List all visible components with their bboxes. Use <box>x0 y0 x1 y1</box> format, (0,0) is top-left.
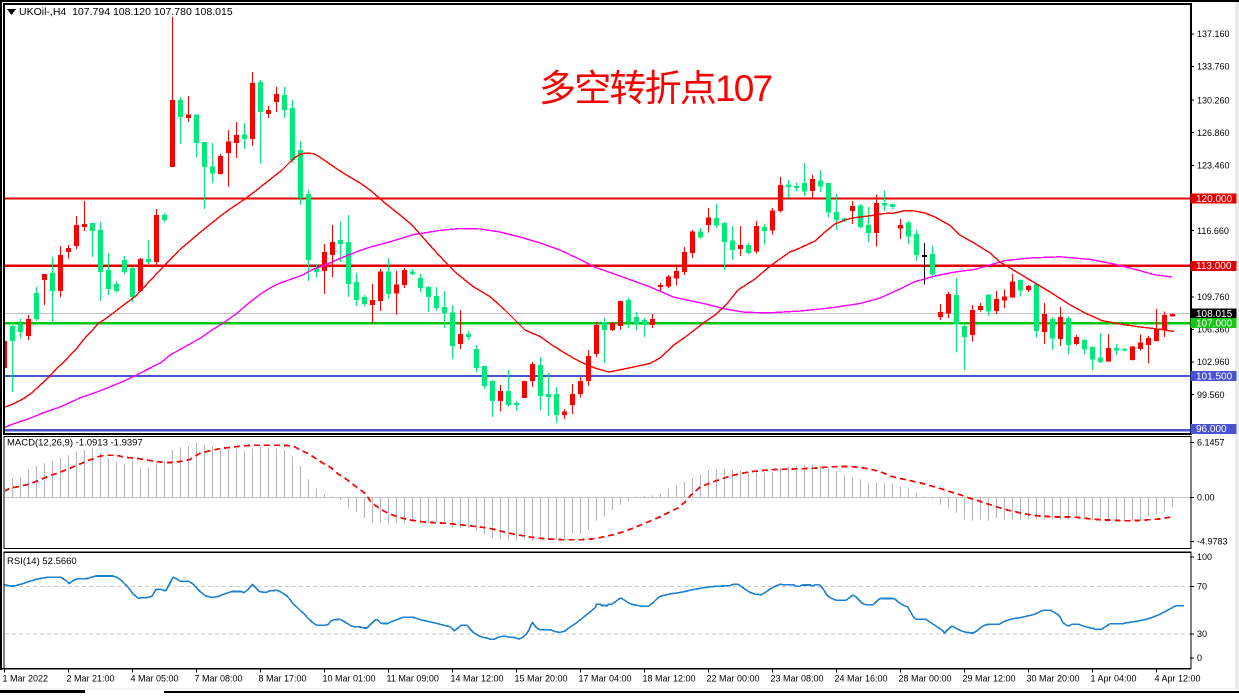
svg-text:130.260: 130.260 <box>1197 95 1230 105</box>
svg-text:30: 30 <box>1197 629 1207 639</box>
svg-text:4 Apr 12:00: 4 Apr 12:00 <box>1155 674 1201 684</box>
svg-text:0.00: 0.00 <box>1197 493 1215 503</box>
svg-text:1 Mar 2022: 1 Mar 2022 <box>3 674 49 684</box>
svg-text:113.000: 113.000 <box>1196 261 1232 272</box>
svg-text:120.000: 120.000 <box>1196 194 1233 205</box>
svg-text:11 Mar 09:00: 11 Mar 09:00 <box>387 674 439 684</box>
svg-text:133.760: 133.760 <box>1197 62 1230 72</box>
svg-text:102.960: 102.960 <box>1197 357 1230 367</box>
svg-text:多空转折点107: 多空转折点107 <box>539 68 772 109</box>
svg-text:100: 100 <box>1197 552 1212 562</box>
svg-text:70: 70 <box>1197 582 1207 592</box>
svg-text:7 Mar 08:00: 7 Mar 08:00 <box>195 674 243 684</box>
svg-text:22 Mar 00:00: 22 Mar 00:00 <box>707 674 760 684</box>
svg-text:6.1457: 6.1457 <box>1197 438 1225 448</box>
svg-text:2 Mar 21:00: 2 Mar 21:00 <box>67 674 115 684</box>
svg-text:10 Mar 01:00: 10 Mar 01:00 <box>323 674 376 684</box>
svg-text:1 Apr 04:00: 1 Apr 04:00 <box>1091 674 1137 684</box>
svg-text:RSI(14) 52.5660: RSI(14) 52.5660 <box>7 556 77 567</box>
svg-text:28 Mar 00:00: 28 Mar 00:00 <box>899 674 952 684</box>
svg-text:0: 0 <box>1197 653 1202 663</box>
svg-text:MACD(12,26,9) -1.0913 -1.9397: MACD(12,26,9) -1.0913 -1.9397 <box>7 438 143 449</box>
svg-text:-4.9783: -4.9783 <box>1197 537 1228 547</box>
svg-text:123.460: 123.460 <box>1197 161 1230 171</box>
svg-text:14 Mar 12:00: 14 Mar 12:00 <box>451 674 504 684</box>
svg-text:17 Mar 04:00: 17 Mar 04:00 <box>579 674 632 684</box>
svg-text:108.015: 108.015 <box>1196 309 1233 320</box>
svg-text:116.660: 116.660 <box>1197 226 1229 236</box>
svg-text:99.560: 99.560 <box>1197 390 1225 400</box>
svg-text:101.500: 101.500 <box>1196 371 1233 382</box>
svg-text:106.360: 106.360 <box>1197 325 1230 335</box>
svg-text:107.000: 107.000 <box>1196 319 1233 330</box>
svg-text:30 Mar 20:00: 30 Mar 20:00 <box>1027 674 1080 684</box>
svg-text:96.000: 96.000 <box>1196 424 1227 435</box>
svg-text:8 Mar 17:00: 8 Mar 17:00 <box>259 674 307 684</box>
svg-text:18 Mar 12:00: 18 Mar 12:00 <box>643 674 696 684</box>
svg-text:29 Mar 12:00: 29 Mar 12:00 <box>963 674 1016 684</box>
svg-text:126.860: 126.860 <box>1197 128 1230 138</box>
svg-text:24 Mar 16:00: 24 Mar 16:00 <box>835 674 888 684</box>
svg-text:4 Mar 05:00: 4 Mar 05:00 <box>131 674 179 684</box>
svg-text:109.760: 109.760 <box>1197 292 1230 302</box>
svg-text:137.160: 137.160 <box>1197 29 1230 39</box>
svg-text:15 Mar 20:00: 15 Mar 20:00 <box>515 674 568 684</box>
svg-text:UKOil-,H4 107.794 108.120 107: UKOil-,H4 107.794 108.120 107.780 108.01… <box>19 6 233 18</box>
svg-text:23 Mar 08:00: 23 Mar 08:00 <box>771 674 824 684</box>
